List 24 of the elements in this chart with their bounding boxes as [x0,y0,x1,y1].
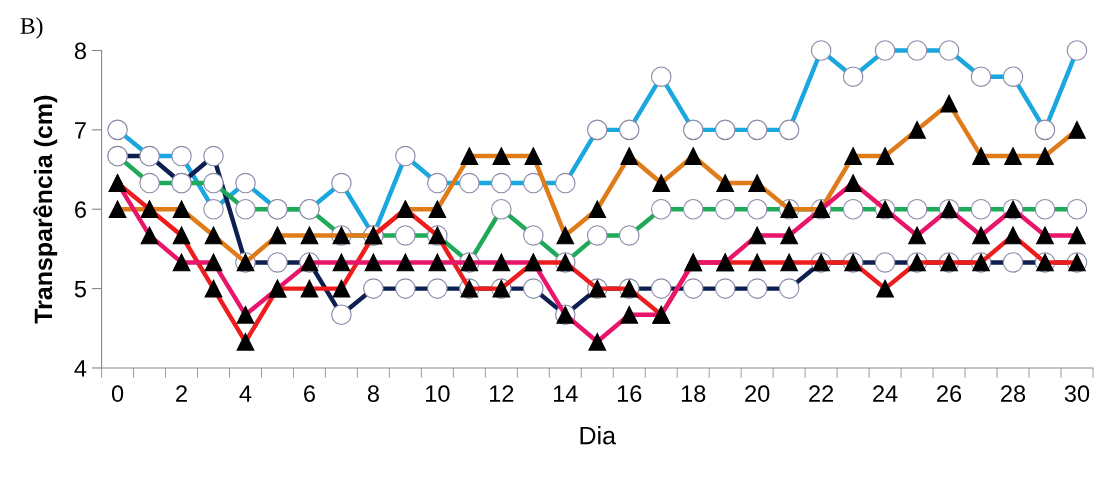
x-tick-label: 30 [1064,385,1090,402]
x-tick-label: 0 [111,385,124,402]
x-axis-title: Dia [580,426,617,445]
y-tick-label: 6 [75,201,86,219]
x-tick-label: 24 [873,385,898,402]
x-tick-label: 20 [745,385,770,402]
chart-title: B) [20,17,43,39]
x-tick-label: 28 [1001,385,1026,402]
x-tick-label: 2 [176,385,187,402]
x-tick-label: 12 [489,385,514,402]
x-tick-label: 18 [681,385,706,402]
x-tick-label: 10 [426,385,450,402]
x-tick-label: 4 [239,385,252,402]
x-tick-label: 26 [937,385,962,402]
y-axis-title: Transparência (cm) [33,95,58,324]
x-tick-label: 6 [304,385,315,402]
y-tick-label: 5 [74,280,86,298]
x-tick-label: 8 [367,385,379,402]
x-tick-label: 14 [553,385,578,402]
y-tick-label: 4 [74,360,87,377]
x-tick-label: 16 [617,385,642,402]
y-tick-label: 7 [75,122,86,139]
y-tick-label: 8 [74,42,86,60]
x-tick-label: 22 [809,385,834,402]
